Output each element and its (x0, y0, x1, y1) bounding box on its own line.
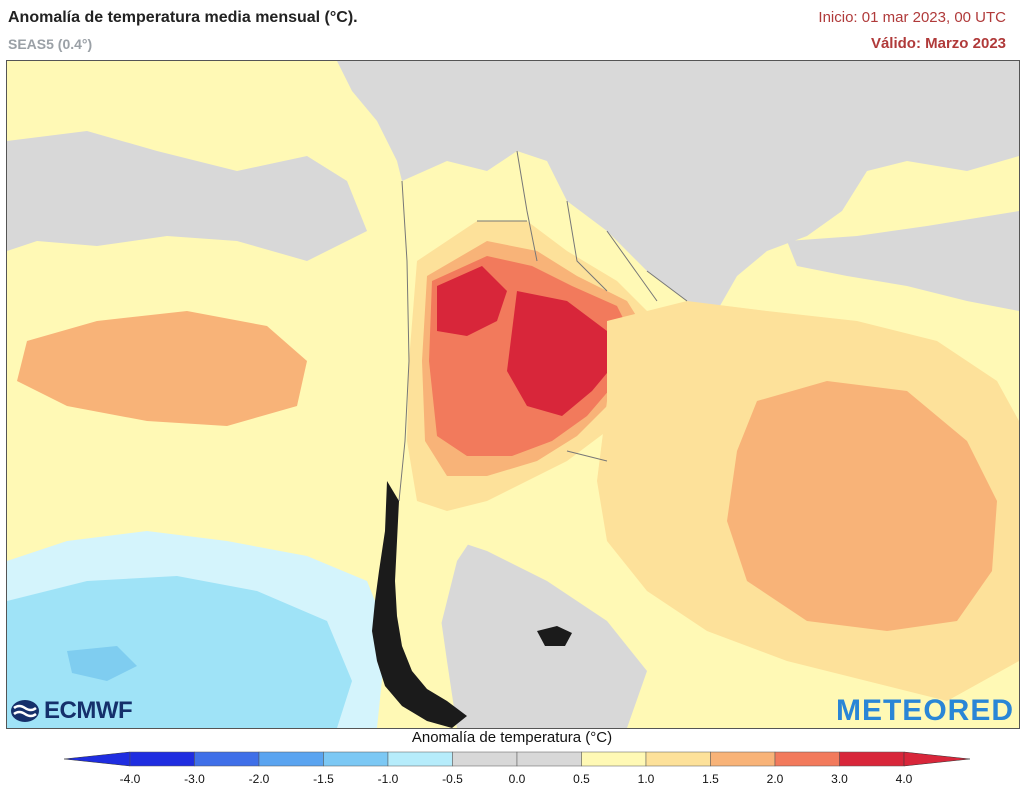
legend-swatch (516, 751, 582, 767)
legend-tick-label: -1.0 (377, 772, 399, 786)
legend-swatch (129, 751, 195, 767)
near-normal-area-east (787, 211, 1019, 311)
legend-swatch (452, 751, 518, 767)
legend-tick-label: -0.5 (442, 772, 463, 786)
legend-tick-label: 2.0 (766, 772, 784, 786)
ecmwf-logo-text: ECMWF (44, 697, 133, 724)
ecmwf-logo-icon (11, 700, 39, 722)
near-normal-area-south (427, 531, 647, 728)
legend-tick-label: 1.0 (637, 772, 655, 786)
legend-tick-label: -1.5 (313, 772, 334, 786)
legend-swatch (194, 751, 260, 767)
legend-tick-label: -3.0 (184, 772, 205, 786)
very-hot-anomaly-area-center (507, 291, 617, 416)
country-borders (398, 150, 688, 502)
anomaly-map-svg (7, 61, 1019, 728)
legend-tick-label: 0.5 (573, 772, 590, 786)
falkland-islands (537, 626, 572, 646)
map-title: Anomalía de temperatura media mensual (°… (8, 9, 358, 26)
legend-tick-label: 0.0 (508, 772, 526, 786)
strong-warm-anomaly-atlantic-area (727, 381, 997, 631)
valid-period: Válido: Marzo 2023 (870, 35, 1006, 52)
legend-colorbar (63, 751, 971, 767)
legend-tick-label: 3.0 (831, 772, 848, 786)
legend-tick-label: -2.0 (248, 772, 270, 786)
legend-tick-label: -4.0 (119, 772, 141, 786)
legend-swatch (710, 751, 776, 767)
near-normal-area-nw (7, 131, 367, 261)
anomaly-map (6, 60, 1020, 729)
init-time: Inicio: 01 mar 2023, 00 UTC (818, 9, 1006, 26)
meteored-logo: METEORED (835, 694, 1014, 727)
very-hot-anomaly-area-west (437, 266, 507, 336)
legend-swatch (387, 751, 453, 767)
ecmwf-logo: ECMWF (10, 697, 133, 724)
legend-tick-label: 4.0 (895, 772, 913, 786)
legend-swatch (581, 751, 647, 767)
legend-swatch (839, 751, 905, 767)
legend-arrow-low (63, 751, 131, 767)
legend-title: Anomalía de temperatura (°C) (411, 729, 613, 746)
legend-swatch (323, 751, 389, 767)
model-subtitle: SEAS5 (0.4°) (8, 36, 93, 52)
legend-arrow-high (903, 751, 971, 767)
warm-anomaly-pacific-area (17, 311, 307, 426)
legend-swatch (645, 751, 711, 767)
cold-anomaly-area (7, 576, 352, 728)
legend-swatch (258, 751, 324, 767)
legend-tick-label: 1.5 (702, 772, 719, 786)
legend-swatch (774, 751, 840, 767)
chile-coastline (372, 481, 467, 728)
cold-anomaly-dark-area (67, 646, 137, 681)
